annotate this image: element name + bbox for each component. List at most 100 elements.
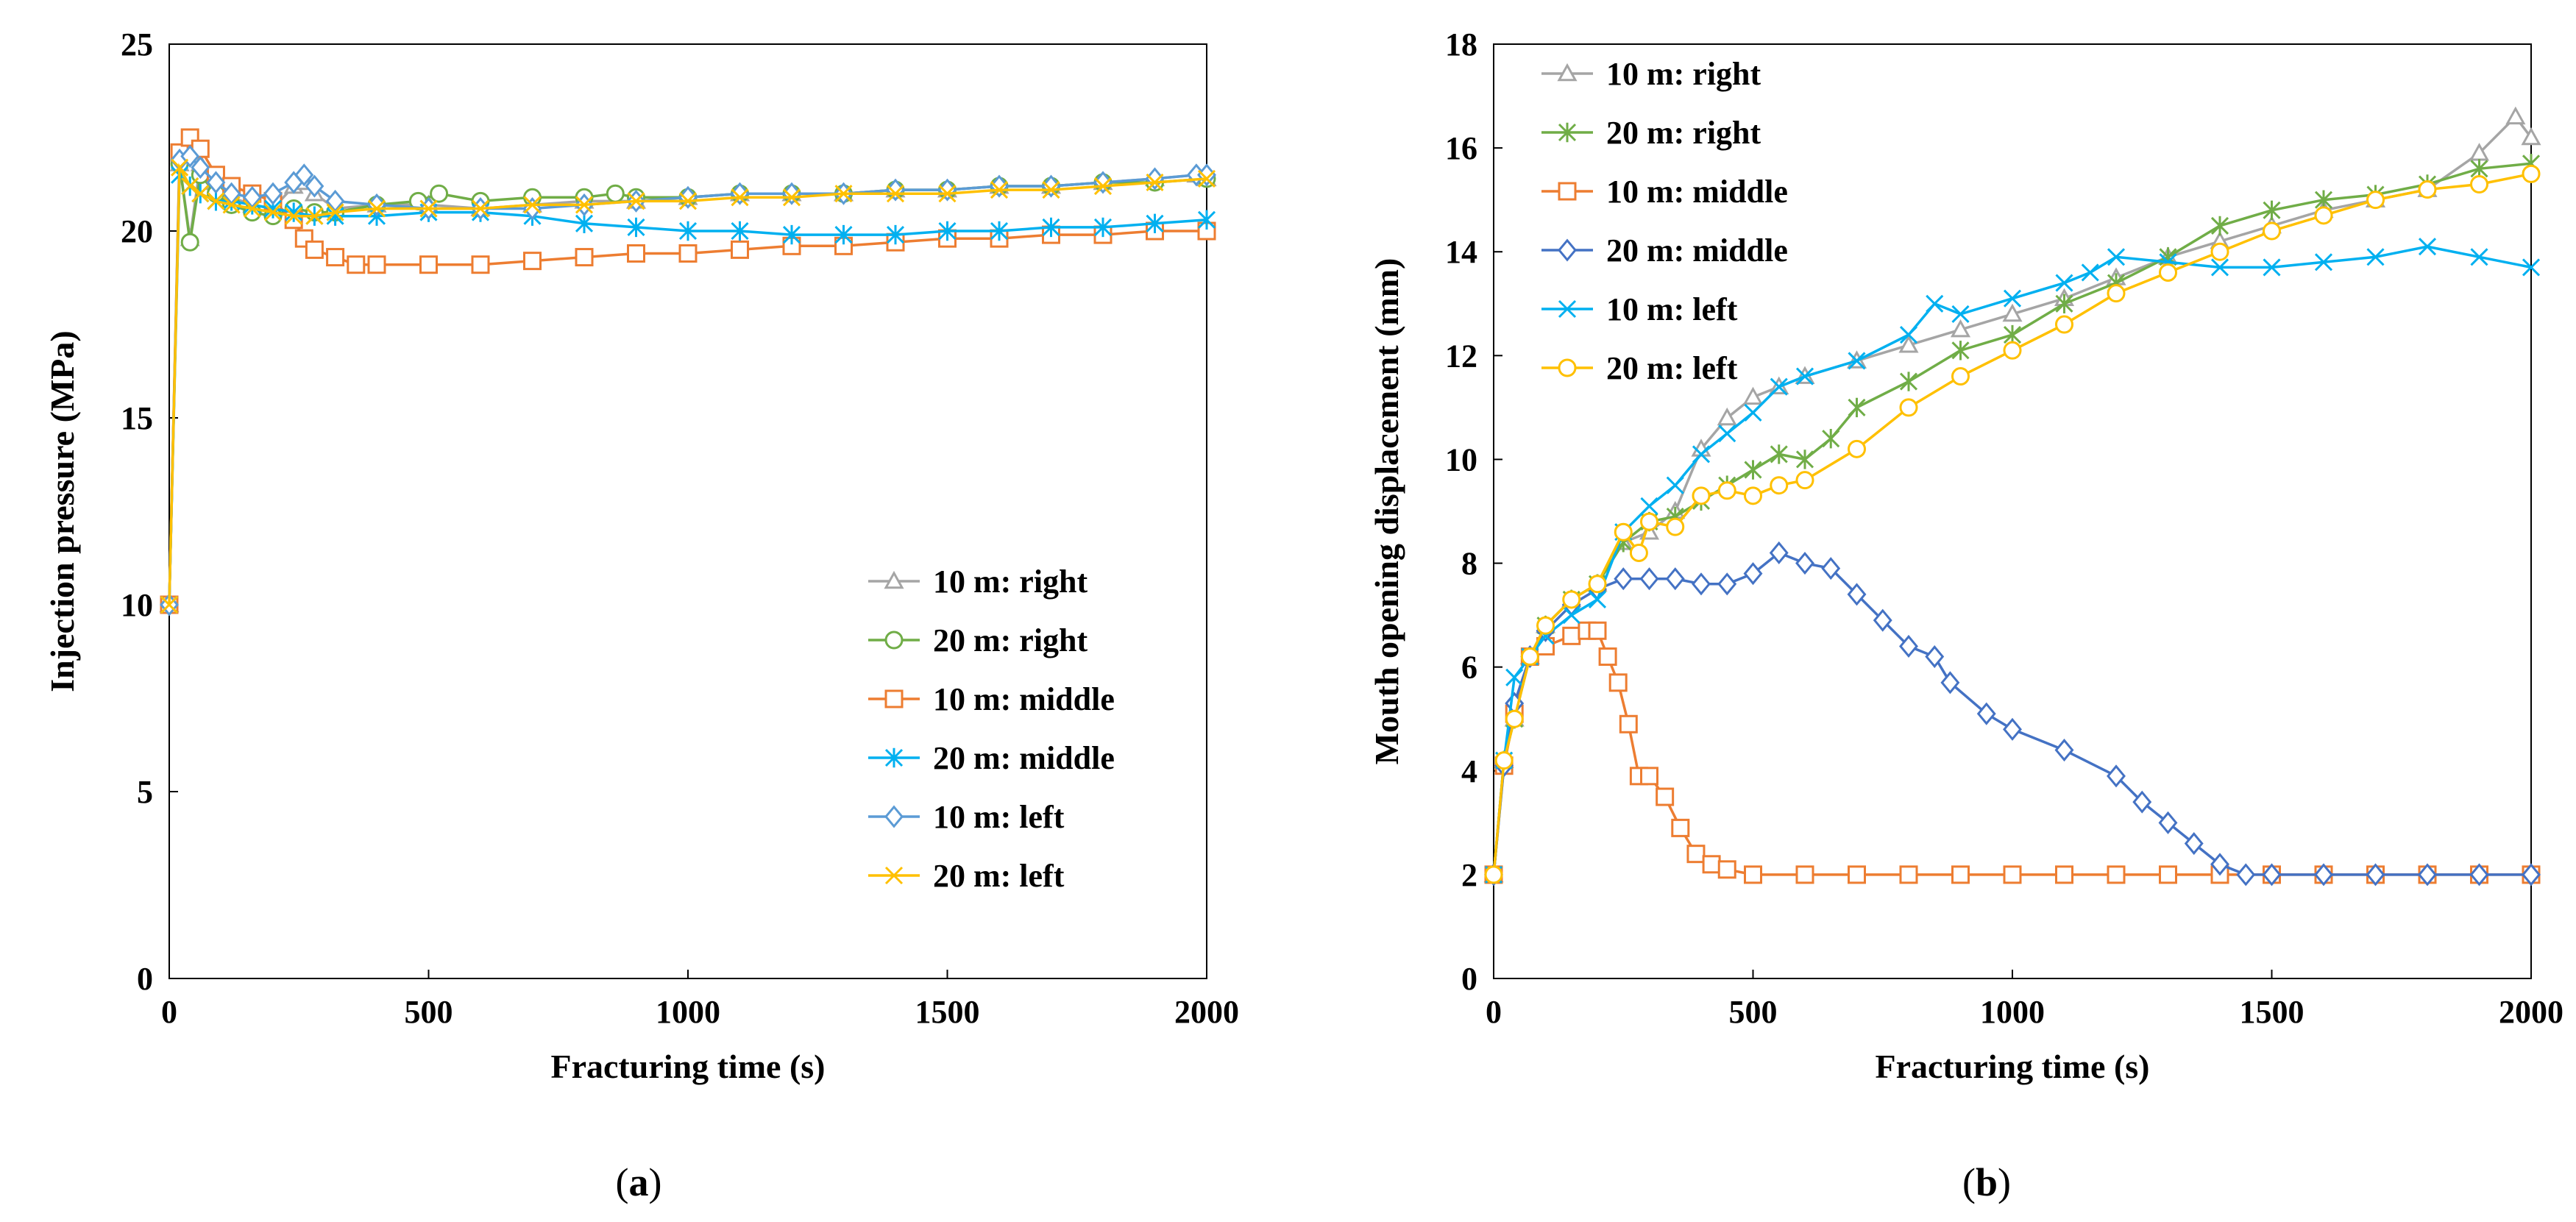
legend-label: 20 m: middle	[1606, 232, 1788, 269]
data-point	[990, 221, 1009, 241]
data-point	[1770, 444, 1788, 464]
data-point	[347, 255, 366, 274]
data-point	[2522, 258, 2541, 277]
data-point	[1505, 668, 1524, 686]
data-point	[430, 184, 449, 203]
data-point	[1950, 319, 1971, 338]
x-tick-label: 2000	[2499, 994, 2563, 1030]
legend-label: 20 m: right	[1606, 115, 1761, 151]
series-20-m-left	[160, 158, 1216, 614]
data-point	[1899, 634, 1918, 658]
data-point	[731, 240, 749, 259]
x-tick-label: 0	[1486, 994, 1502, 1030]
data-point	[1744, 403, 1762, 422]
series-line	[1492, 115, 2533, 875]
data-point	[243, 199, 261, 218]
legend-marker	[1558, 122, 1577, 143]
data-point	[627, 217, 645, 238]
data-point	[2003, 341, 2022, 360]
data-point	[1197, 169, 1216, 188]
data-point	[181, 177, 199, 196]
data-point	[1598, 647, 1617, 667]
data-point	[1718, 424, 1736, 443]
data-point	[305, 207, 324, 225]
data-point	[1042, 217, 1060, 238]
data-point	[1848, 397, 1866, 418]
data-point	[1520, 647, 1539, 667]
data-point	[2184, 832, 2204, 856]
data-point	[1042, 181, 1060, 199]
data-point	[1899, 372, 1918, 391]
series-line	[1492, 629, 2531, 876]
legend-marker	[884, 570, 904, 589]
data-point	[285, 202, 303, 222]
data-point	[990, 181, 1009, 199]
series-20-m-middle	[160, 165, 1216, 615]
legend-marker	[884, 747, 904, 768]
data-point	[2505, 106, 2526, 125]
y-tick-label: 12	[1445, 338, 1477, 374]
data-point	[2055, 294, 2073, 313]
data-point	[285, 207, 303, 225]
data-point	[326, 203, 344, 221]
data-point	[367, 255, 386, 274]
data-point	[2210, 258, 2229, 277]
data-point	[2054, 739, 2074, 762]
chart-panel-b: 0 2 4 6 8 10 12 14 16 18 0 500 1000 1500 2000 Fracturin…	[1368, 26, 2563, 1204]
data-point	[1692, 572, 1711, 596]
data-point	[1640, 497, 1658, 516]
legend-item: 20 m: right	[868, 622, 1088, 658]
legend-item: 20 m: left	[868, 858, 1065, 894]
data-point	[1671, 818, 1690, 837]
data-point	[834, 224, 853, 245]
data-point	[1848, 352, 1866, 370]
data-point	[1692, 445, 1711, 463]
legend-marker	[884, 805, 904, 828]
x-axis-title: Fracturing time (s)	[1876, 1048, 2150, 1085]
data-point	[1640, 512, 1658, 531]
data-point	[2263, 200, 2281, 220]
legend-item: 10 m: right	[1541, 56, 1761, 92]
data-point	[1614, 522, 1633, 541]
data-point	[2003, 289, 2022, 308]
data-point	[886, 185, 905, 203]
panel-caption: (b)	[1962, 1160, 2011, 1204]
data-point	[1717, 860, 1736, 879]
data-point	[1146, 213, 1164, 234]
y-tick-label: 5	[137, 774, 153, 810]
data-point	[678, 192, 698, 210]
data-point	[2002, 303, 2023, 322]
data-point	[191, 185, 210, 203]
legend-label: 10 m: right	[1606, 56, 1761, 92]
data-point	[1717, 572, 1737, 596]
y-axis-title: Mouth opening displacement (mm)	[1368, 258, 1405, 765]
data-point	[627, 244, 645, 263]
legend-item: 20 m: left	[1541, 350, 1738, 386]
data-point	[1640, 767, 1658, 786]
legend-item: 20 m: right	[1541, 115, 1761, 151]
x-tick-label: 1500	[2240, 994, 2304, 1030]
data-point	[575, 196, 594, 214]
data-point	[180, 232, 199, 252]
data-point	[2210, 216, 2229, 236]
data-point	[782, 188, 801, 207]
data-point	[2107, 764, 2126, 788]
data-point	[1848, 439, 1866, 458]
data-point	[1873, 608, 1892, 632]
legend-label: 20 m: left	[1606, 350, 1738, 386]
data-point	[2366, 191, 2385, 210]
data-point	[180, 144, 200, 168]
data-point	[1484, 865, 1503, 884]
series-line	[168, 163, 1207, 605]
data-point	[191, 156, 210, 180]
legend-label: 10 m: right	[933, 564, 1088, 600]
series-line	[1492, 551, 2531, 876]
legend-label: 10 m: middle	[933, 681, 1115, 717]
data-point	[1898, 335, 1919, 353]
data-point	[1666, 517, 1685, 536]
data-point	[1770, 377, 1788, 396]
data-point	[1588, 590, 1607, 609]
data-point	[1795, 450, 1814, 469]
data-point	[1899, 326, 1918, 344]
legend-marker	[1558, 182, 1577, 201]
